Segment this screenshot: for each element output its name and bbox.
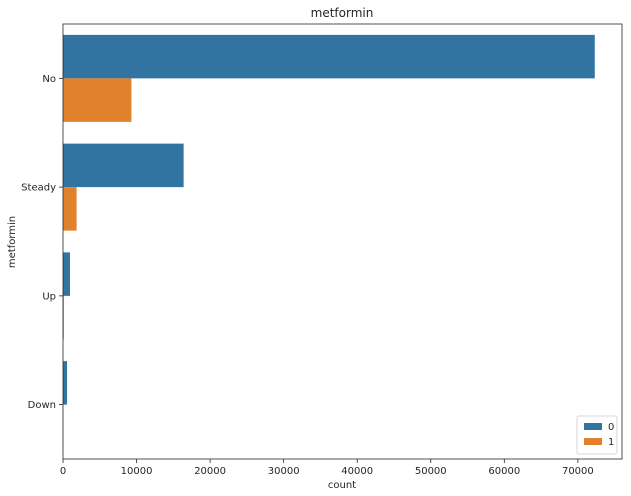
x-tick-label: 40000 [341, 466, 373, 477]
bar-steady-series-1 [63, 187, 77, 231]
y-axis-label: metformin [7, 216, 18, 268]
x-ticks-group: 0 10000 20000 30000 40000 50000 60000 70000 [60, 459, 594, 477]
legend-swatch-1 [584, 438, 602, 445]
legend: 01 [576, 415, 618, 455]
bar-up-series-0 [63, 252, 70, 296]
y-tick-label-up: Up [42, 291, 56, 302]
axes-frame [62, 23, 623, 460]
x-tick-label: 70000 [562, 466, 594, 477]
y-tick-label-down: Down [28, 400, 56, 411]
bars-group [63, 34, 595, 449]
bar-up-series-1 [63, 295, 64, 340]
legend-swatch-0 [584, 423, 602, 430]
x-tick-label: 50000 [415, 466, 447, 477]
y-ticks-group: No Steady Up Down [21, 74, 63, 411]
x-tick-label: 0 [60, 466, 66, 477]
x-tick-label: 30000 [268, 466, 300, 477]
x-tick-label: 60000 [488, 466, 520, 477]
y-tick-label-steady: Steady [21, 183, 56, 194]
x-axis-label: count [328, 480, 356, 491]
bar-no-series-1 [63, 78, 132, 122]
x-tick-label: 10000 [121, 466, 153, 477]
bar-steady-series-0 [63, 143, 184, 188]
y-tick-label-no: No [42, 74, 56, 85]
legend-label-1: 1 [608, 437, 614, 448]
bar-down-series-0 [63, 361, 68, 405]
x-tick-label: 20000 [194, 466, 226, 477]
bar-no-series-0 [63, 34, 595, 79]
legend-label-0: 0 [608, 422, 614, 433]
chart-title: metformin [311, 6, 374, 20]
